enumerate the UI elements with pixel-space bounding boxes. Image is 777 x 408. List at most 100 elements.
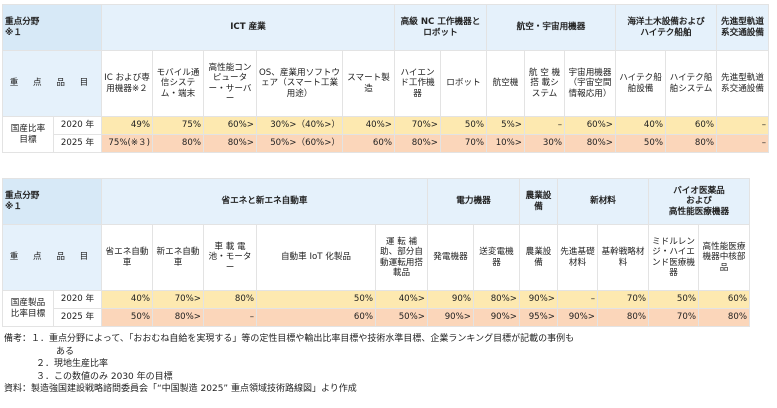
value-cell: 50% [648,290,699,309]
year-label: 2025 年 [53,308,102,327]
source: 資料：製造強国建設戦略諮問委員会「“中国製造 2025” 重点領域技術路線図」よ… [4,384,357,395]
note-1-text: １．重点分野によって、「おおむね自給を実現する」等の定性目標や輸出比率目標や技術… [31,334,575,344]
item-cell: 自動車 IoT 化製品 [256,224,376,291]
table-ict-aerospace: 重点分野 ※１ ICT 産業 高級 NC 工作機器とロボット 航空・宇宙用機器 … [2,4,769,153]
row-label: 国産比率 目標 [2,116,54,153]
value-cell: 50% [101,308,153,327]
value-cell: 5%> [486,116,525,135]
item-cell: 省エネ自動車 [101,224,153,291]
value-cell: – [716,134,769,153]
value-cell: – [557,290,598,309]
value-cell: 49% [101,116,153,135]
value-cell: 95%> [519,308,558,327]
value-cell: 90% [427,290,474,309]
value-cell: 80% [698,308,750,327]
category-marine: 海洋土木設備および ハイテク船舶 [615,4,717,51]
item-cell: IC および専用機器※２ [101,50,153,117]
value-cell: 70% [597,290,649,309]
item-cell: 送変電機器 [473,224,520,291]
item-cell: スマート製造 [342,50,395,117]
item-cell: 発電機器 [427,224,474,291]
value-cell: 50%> [375,308,428,327]
note-1-continued: ある [56,346,75,357]
value-cell: 70% [648,308,699,327]
value-cell: 80% [597,308,649,327]
value-cell: 50% [615,134,666,153]
category-rail: 先進型軌道系交通設備 [716,4,769,51]
item-cell: ロボット [440,50,487,117]
field-header: 重点分野 ※１ [2,4,102,51]
field-header: 重点分野 ※１ [2,178,102,225]
value-cell: – [716,116,769,135]
row-label: 国産製品 比率目標 [2,290,54,327]
item-cell: 先進基礎材料 [557,224,598,291]
year-label: 2020 年 [53,290,102,309]
item-cell: 基幹戦略材料 [597,224,649,291]
value-cell: 60% [256,308,376,327]
item-cell: 農業設備 [519,224,558,291]
category-auto: 省エネと新エネ自動車 [101,178,428,225]
value-cell: 40%> [375,290,428,309]
value-cell: 50% [256,290,376,309]
item-cell: 先進型軌道系交通設備 [716,50,769,117]
note-1: 備考：１．重点分野によって、「おおむね自給を実現する」等の定性目標や輸出比率目標… [4,333,774,346]
value-cell: 75%(※３) [101,134,153,153]
year-label: 2025 年 [53,134,102,153]
category-bio-medical: バイオ医薬品 および 高性能医療機器 [648,178,750,225]
item-cell: 航 空 機 搭 載システム [524,50,565,117]
value-cell: 80%> [564,134,616,153]
value-cell: 50%>（60%>） [256,134,343,153]
item-cell: ハイエンド工作機器 [394,50,441,117]
value-cell: 80%> [394,134,441,153]
category-power: 電力機器 [427,178,520,225]
value-cell: – [203,308,257,327]
category-ict: ICT 産業 [101,4,395,51]
value-cell: 75% [152,116,204,135]
item-cell: OS、産業用ソフトウェア（スマート工業用途） [256,50,343,117]
value-cell: 40% [101,290,153,309]
value-cell: 60% [342,134,395,153]
item-header: 重 点 品 目 [2,224,102,291]
note-3: ３．この数値のみ 2030 年の目標 [36,371,173,382]
item-cell: ハイテク船舶システム [665,50,717,117]
value-cell: 70% [440,134,487,153]
notes-label: 備考： [4,334,32,344]
value-cell: 90%> [427,308,474,327]
value-cell: 70%> [152,290,204,309]
item-cell: 車 載 電 池・モーター [203,224,257,291]
value-cell: 50% [440,116,487,135]
item-cell: 運 転 補 助、部分自動運転用搭載品 [375,224,428,291]
value-cell: 30%>（40%>） [256,116,343,135]
value-cell: 80%> [473,290,520,309]
value-cell: 90%> [557,308,598,327]
value-cell: 90%> [473,308,520,327]
item-cell: 高性能コンピューター・サーバー [203,50,257,117]
value-cell: – [524,116,565,135]
item-cell: ハイテク船舶設備 [615,50,666,117]
value-cell: 80% [665,134,717,153]
notes: 備考：１．重点分野によって、「おおむね自給を実現する」等の定性目標や輸出比率目標… [4,333,774,396]
item-cell: ミドルレンジ・ハイエンド医療機器 [648,224,699,291]
category-aerospace: 航空・宇宙用機器 [486,4,616,51]
value-cell: 40% [615,116,666,135]
value-cell: 60% [665,116,717,135]
category-nc-robot: 高級 NC 工作機器とロボット [394,4,487,51]
year-label: 2020 年 [53,116,102,135]
value-cell: 80%> [152,308,204,327]
item-header: 重 点 品 目 [2,50,102,117]
value-cell: 30% [524,134,565,153]
table-energy-bio: 重点分野 ※１ 省エネと新エネ自動車 電力機器 農業設備 新材料 バイオ医薬品 … [2,178,750,327]
value-cell: 80% [152,134,204,153]
value-cell: 10%> [486,134,525,153]
category-agri: 農業設備 [519,178,558,225]
item-cell: 航空機 [486,50,525,117]
item-cell: 新エネ自動車 [152,224,204,291]
item-cell: 宇宙用機器（宇宙空間情報応用） [564,50,616,117]
value-cell: 80%> [203,134,257,153]
value-cell: 80% [203,290,257,309]
value-cell: 40%> [342,116,395,135]
category-materials: 新材料 [557,178,649,225]
value-cell: 90%> [519,290,558,309]
value-cell: 70%> [394,116,441,135]
